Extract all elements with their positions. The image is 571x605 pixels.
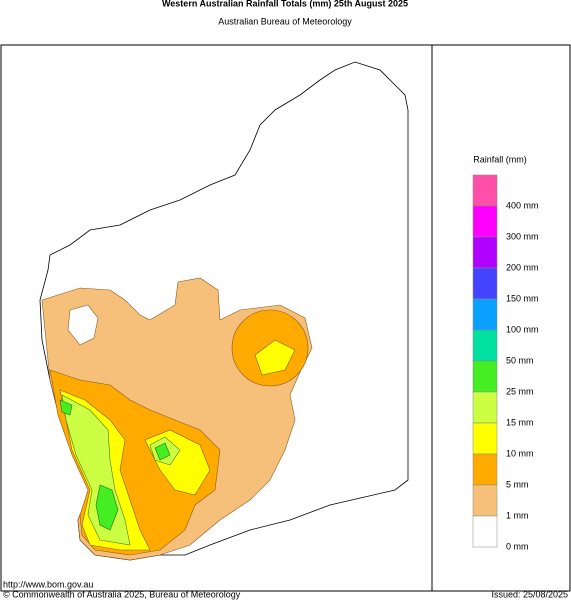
legend-swatch bbox=[472, 205, 498, 238]
legend-frame bbox=[431, 44, 571, 592]
title: Western Australian Rainfall Totals (mm) … bbox=[162, 0, 408, 8]
footer-copyright: © Commonwealth of Australia 2025, Bureau… bbox=[3, 589, 241, 599]
legend-label: 50 mm bbox=[506, 355, 534, 365]
rain-dry-patch bbox=[67, 304, 99, 346]
subtitle: Australian Bureau of Meteorology bbox=[218, 16, 352, 26]
legend-swatch bbox=[472, 391, 498, 424]
legend-label: 0 mm bbox=[506, 541, 529, 551]
legend-label: 15 mm bbox=[506, 417, 534, 427]
footer-issued: Issued: 25/08/2025 bbox=[491, 589, 568, 599]
legend-swatch bbox=[472, 267, 498, 300]
rain-10mm-east bbox=[254, 339, 296, 376]
legend-label: 25 mm bbox=[506, 386, 534, 396]
legend-label: 300 mm bbox=[506, 231, 539, 241]
legend-label: 10 mm bbox=[506, 448, 534, 458]
legend-swatch bbox=[472, 453, 498, 486]
legend: 400 mm 300 mm 200 mm 150 mm 100 mm 50 mm 25 mm… bbox=[472, 174, 539, 551]
legend-swatch bbox=[472, 329, 498, 362]
footer-url: http://www.bom.gov.au bbox=[3, 579, 93, 589]
legend-swatch bbox=[472, 298, 498, 331]
legend-swatch bbox=[472, 484, 498, 517]
legend-title: Rainfall (mm) bbox=[473, 154, 527, 164]
legend-swatch bbox=[472, 174, 498, 207]
legend-label: 100 mm bbox=[506, 324, 539, 334]
legend-label: 400 mm bbox=[506, 200, 539, 210]
legend-swatch bbox=[472, 515, 498, 548]
legend-label: 5 mm bbox=[506, 479, 529, 489]
legend-label: 200 mm bbox=[506, 262, 539, 272]
map bbox=[39, 61, 409, 561]
legend-swatch bbox=[472, 236, 498, 269]
rain-15mm bbox=[61, 394, 181, 546]
rain-25mm bbox=[59, 399, 171, 531]
legend-label: 150 mm bbox=[506, 293, 539, 303]
legend-swatch bbox=[472, 360, 498, 393]
legend-label: 1 mm bbox=[506, 510, 529, 520]
legend-swatch bbox=[472, 422, 498, 455]
